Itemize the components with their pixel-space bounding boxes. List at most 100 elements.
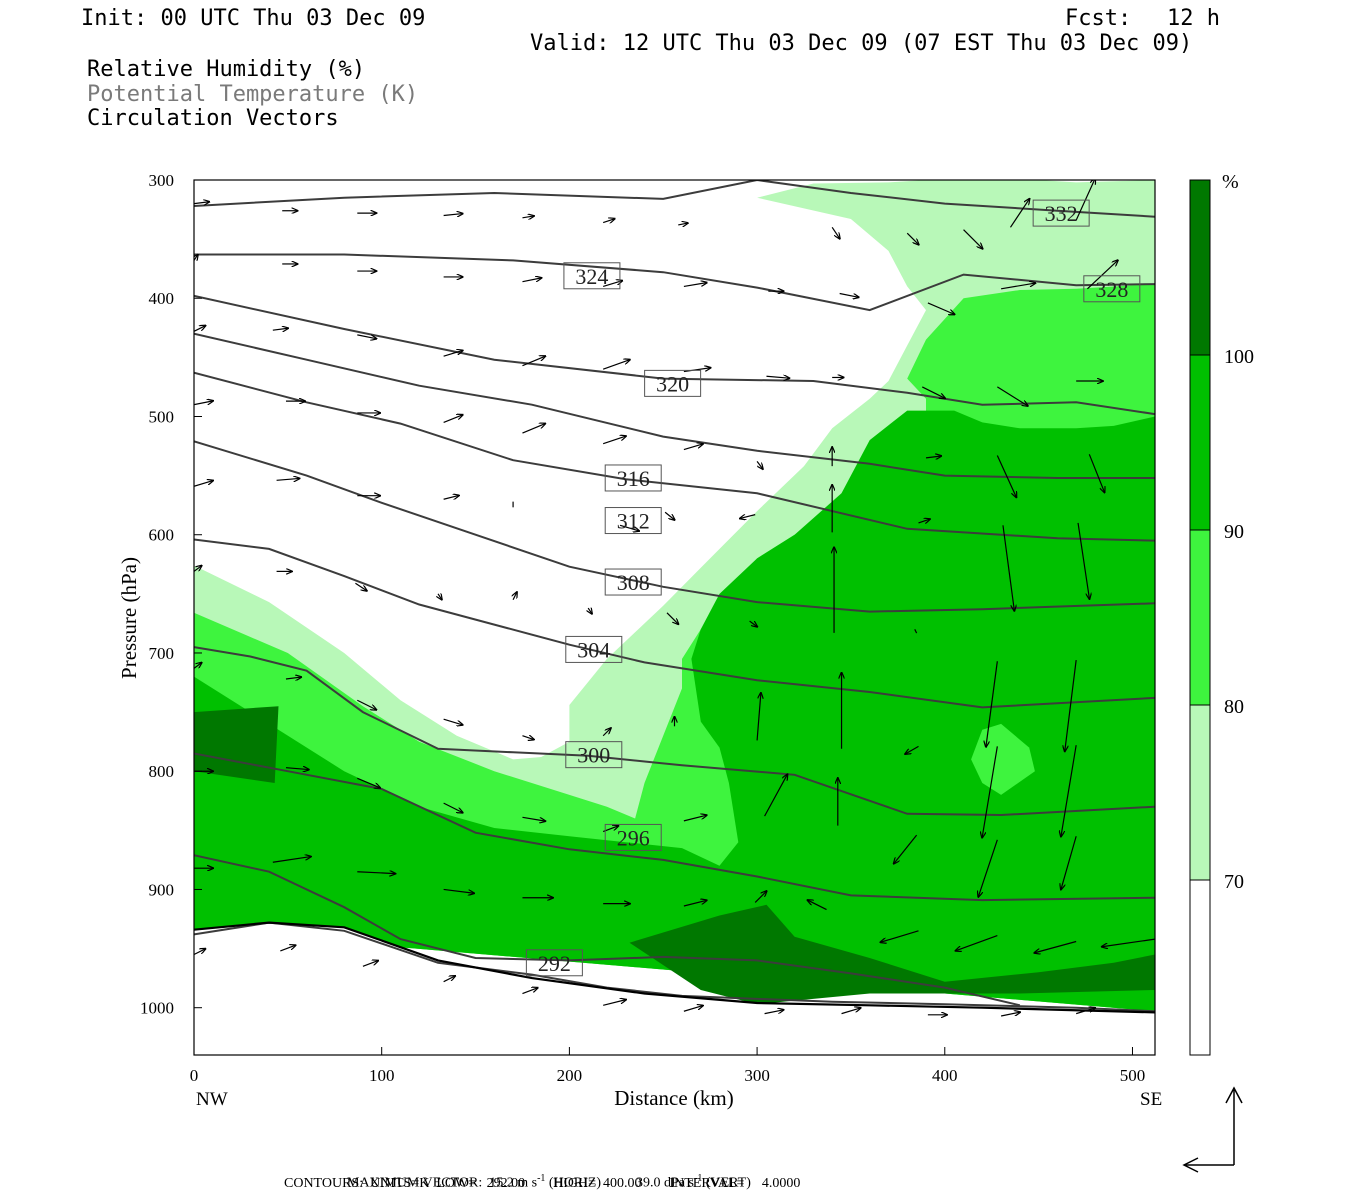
colorbar-swatch — [1190, 880, 1210, 1055]
theta-label-328: 328 — [1095, 277, 1128, 302]
theta-label-324: 324 — [575, 264, 608, 289]
circulation-vector — [921, 386, 945, 398]
max-vector-line: MAXIMUM VECTOR: 15.2 m s-1 (HORIZ) 39.0 … — [340, 1157, 751, 1192]
circulation-vector — [831, 226, 840, 238]
circulation-vector — [982, 746, 998, 837]
circulation-vector — [894, 834, 918, 864]
circulation-vector — [602, 360, 630, 370]
colorbar-swatch — [1190, 705, 1210, 880]
circulation-vector — [194, 255, 198, 261]
circulation-vector — [443, 415, 463, 423]
circulation-vector — [522, 278, 541, 283]
colorbar-label: 100 — [1224, 346, 1254, 368]
y-tick-label: 500 — [149, 407, 175, 426]
circulation-vector — [522, 988, 537, 995]
y-tick-label: 700 — [149, 644, 175, 663]
theta-label-box — [604, 823, 662, 851]
circulation-vector — [588, 608, 592, 614]
vert-value: 39.0 dPa s — [636, 1175, 694, 1191]
circulation-vector — [1034, 940, 1077, 952]
init-time: Init: 00 UTC Thu 03 Dec 09 — [81, 6, 426, 31]
circulation-vector — [443, 888, 474, 893]
y-tick-label: 900 — [149, 880, 175, 899]
circulation-vector — [194, 401, 213, 406]
rh-region-90 — [194, 410, 1155, 1012]
horiz-exp: -1 — [537, 1173, 546, 1184]
circulation-vector — [357, 334, 376, 339]
circulation-vector — [766, 376, 789, 378]
circulation-vector — [683, 283, 707, 288]
circulation-vector — [285, 677, 301, 679]
theta-contour-308 — [194, 538, 1155, 709]
circulation-vector — [357, 699, 376, 710]
theta-label-332: 332 — [1045, 201, 1078, 226]
circulation-vector — [764, 1010, 784, 1015]
theta-label-296: 296 — [617, 825, 650, 850]
valid-time: Valid: 12 UTC Thu 03 Dec 09 (07 EST Thu … — [530, 31, 1193, 56]
circulation-vector — [619, 524, 639, 531]
circulation-vector — [756, 693, 761, 741]
colorbar-frame — [1189, 179, 1211, 1056]
ground-line — [194, 921, 1155, 1014]
circulation-vector — [1088, 454, 1104, 492]
circulation-vector — [1065, 659, 1077, 751]
circulation-vector — [956, 935, 998, 951]
theta-label-box — [563, 262, 621, 290]
y-tick-label: 300 — [149, 171, 175, 190]
plot-frame — [193, 179, 1156, 1056]
circulation-vector — [1000, 283, 1035, 290]
x-tick-label: 300 — [744, 1066, 770, 1085]
theta-contour-304 — [194, 646, 1155, 817]
circulation-vector — [918, 519, 930, 523]
theta-label-box — [525, 949, 583, 977]
colorbar-swatch — [1190, 355, 1210, 530]
y-tick-label: 600 — [149, 526, 175, 545]
x-end-left: NW — [196, 1089, 228, 1110]
reference-vector-key — [1182, 1086, 1243, 1173]
x-tick-label: 500 — [1120, 1066, 1146, 1085]
max-vector-prefix: MAXIMUM VECTOR: — [347, 1175, 483, 1191]
rh-region-100 — [629, 904, 1155, 1005]
forecast-label: Fcst: — [1065, 6, 1132, 31]
circulation-vector — [906, 232, 918, 244]
theta-contour-332 — [194, 180, 1155, 218]
theta-label-box — [604, 507, 662, 535]
circulation-vector — [194, 202, 209, 204]
circulation-vector — [194, 566, 202, 572]
circulation-vector — [683, 368, 711, 373]
theta-label-312: 312 — [617, 509, 650, 534]
circulation-vector — [194, 326, 205, 332]
circulation-vector — [194, 481, 213, 487]
circulation-vector — [443, 495, 459, 500]
field-rh: Relative Humidity (%) — [87, 57, 366, 82]
circulation-vector — [438, 594, 442, 600]
circulation-vector — [683, 1006, 703, 1012]
horiz-unit: (HORIZ) — [548, 1175, 602, 1191]
x-tick-label: 100 — [369, 1066, 395, 1085]
circulation-vector — [963, 229, 983, 249]
rh-region-100 — [194, 706, 279, 783]
vert-unit: (VERT) — [705, 1175, 751, 1191]
colorbar-unit: % — [1222, 171, 1239, 193]
theta-label-292: 292 — [538, 951, 571, 976]
circulation-vector — [683, 900, 707, 907]
circulation-vector — [522, 216, 533, 218]
theta-label-box — [1083, 275, 1141, 303]
colorbar-label: 80 — [1224, 696, 1244, 718]
theta-label-box — [644, 369, 702, 397]
field-theta: Potential Temperature (K) — [87, 82, 419, 107]
circulation-vector — [683, 815, 707, 822]
circulation-vector — [808, 900, 827, 911]
circulation-vector — [881, 930, 919, 942]
circulation-vector — [194, 949, 205, 956]
theta-contour-324 — [194, 294, 1155, 416]
theta-contour-296 — [194, 854, 1021, 1007]
circulation-vector — [1009, 199, 1029, 228]
x-tick-label: 400 — [932, 1066, 958, 1085]
theta-label-304: 304 — [577, 637, 610, 662]
circulation-vector — [756, 461, 763, 469]
circulation-vector — [1000, 1012, 1020, 1017]
circulation-vector — [764, 774, 788, 817]
circulation-vector — [443, 802, 463, 813]
